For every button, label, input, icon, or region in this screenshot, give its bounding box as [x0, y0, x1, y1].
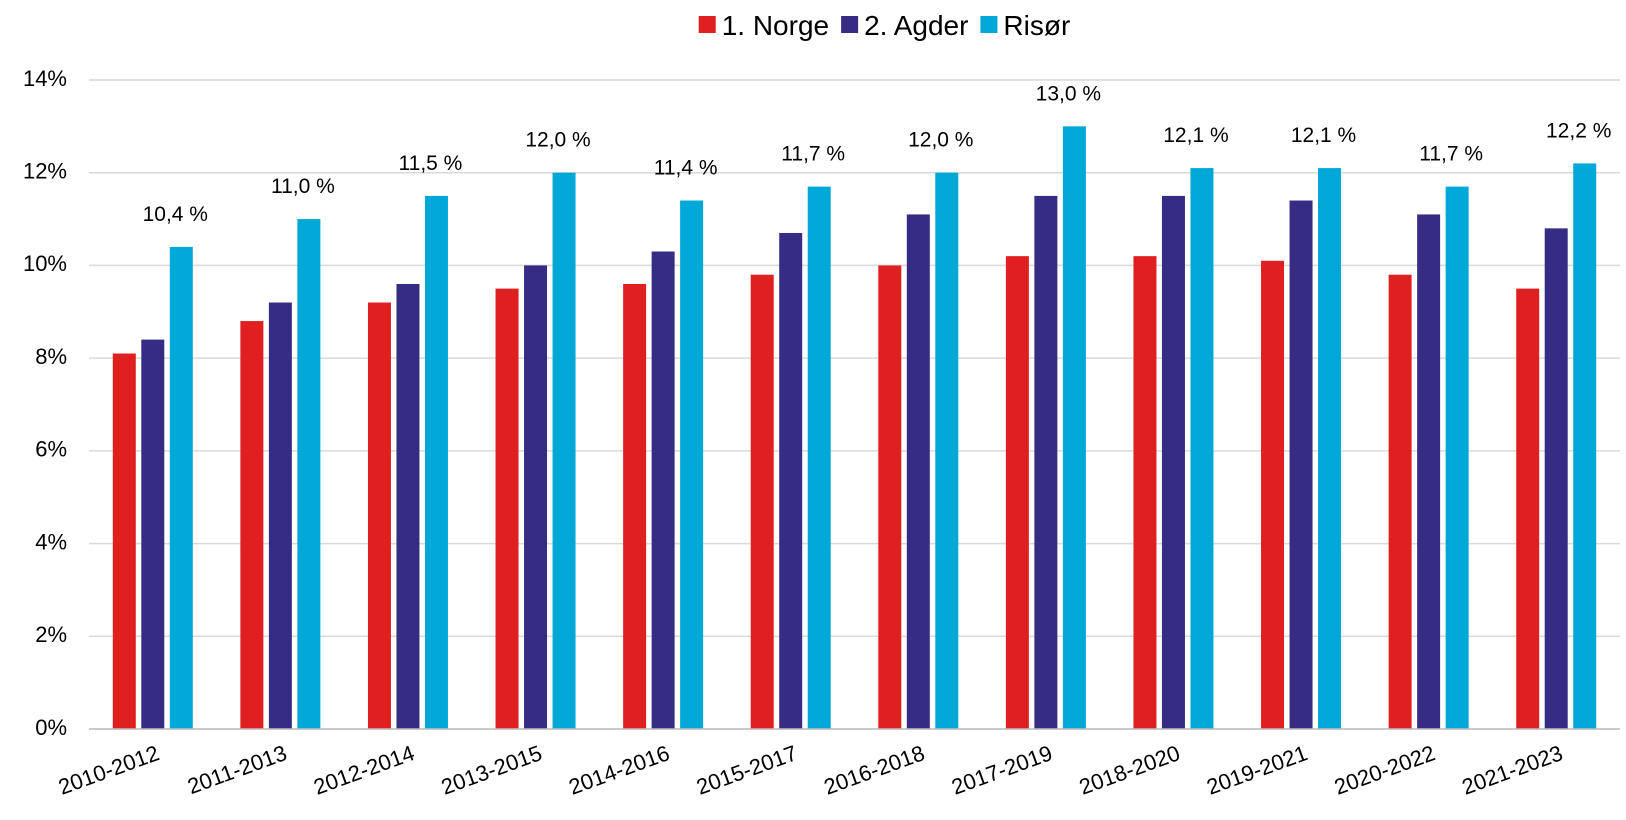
bar — [1289, 200, 1313, 729]
y-tick-label: 10% — [23, 251, 67, 276]
x-tick-label: 2011-2013 — [184, 740, 290, 799]
bar — [935, 172, 959, 729]
x-tick-label: 2017-2019 — [948, 740, 1055, 799]
bar — [268, 302, 292, 729]
y-tick-label: 8% — [35, 344, 67, 369]
bar — [1005, 256, 1029, 729]
bar — [1161, 195, 1185, 730]
bar — [906, 214, 930, 729]
legend-label: 2. Agder — [864, 10, 968, 41]
data-label: 11,4 % — [654, 157, 718, 180]
bar — [1034, 195, 1058, 730]
data-label: 11,5 % — [399, 152, 463, 175]
legend-label: Risør — [1003, 10, 1070, 41]
bar — [750, 274, 774, 729]
x-tick-label: 2020-2022 — [1331, 740, 1438, 799]
bar — [651, 251, 675, 729]
bar — [1573, 163, 1597, 729]
bar — [623, 283, 647, 729]
bar — [1062, 126, 1086, 730]
bar — [396, 283, 420, 729]
bar — [1544, 228, 1568, 730]
x-tick-label: 2018-2020 — [1076, 740, 1183, 799]
bar — [424, 195, 448, 730]
y-tick-label: 6% — [35, 437, 67, 462]
x-tick-label: 2019-2021 — [1203, 740, 1310, 799]
bar — [1133, 256, 1157, 729]
bar — [779, 232, 803, 729]
data-label: 10,4 % — [143, 203, 208, 226]
y-tick-label: 0% — [35, 715, 67, 740]
bar — [112, 353, 136, 729]
bar — [297, 219, 321, 730]
bar — [240, 321, 264, 729]
bar — [1261, 260, 1285, 729]
y-tick-label: 2% — [35, 622, 67, 647]
data-label: 11,7 % — [1419, 143, 1483, 166]
data-label: 12,1 % — [1291, 124, 1356, 147]
bar — [169, 246, 193, 729]
bar — [680, 200, 704, 729]
y-tick-label: 14% — [23, 66, 67, 91]
bar — [552, 172, 576, 729]
bar — [1445, 186, 1469, 729]
legend-label: 1. Norge — [722, 10, 829, 41]
bar — [1417, 214, 1441, 729]
legend-swatch — [980, 16, 998, 33]
bar — [1318, 168, 1342, 730]
bar — [1516, 288, 1540, 729]
x-tick-label: 2013-2015 — [438, 740, 545, 799]
data-label: 11,7 % — [781, 143, 845, 166]
bar — [1190, 168, 1214, 730]
bar — [524, 265, 548, 729]
bar — [495, 288, 519, 729]
x-tick-label: 2021-2023 — [1458, 740, 1565, 799]
bar — [1388, 274, 1412, 729]
bar — [878, 265, 902, 729]
x-tick-label: 2016-2018 — [821, 740, 928, 799]
y-tick-label: 12% — [23, 159, 67, 184]
data-label: 11,0 % — [271, 175, 335, 198]
bar — [367, 302, 391, 729]
x-tick-label: 2012-2014 — [310, 740, 417, 799]
legend-swatch — [698, 16, 716, 33]
x-tick-label: 2014-2016 — [565, 740, 672, 799]
bar — [141, 339, 165, 729]
data-label: 12,0 % — [525, 129, 590, 152]
x-tick-label: 2010-2012 — [55, 740, 162, 799]
data-label: 13,0 % — [1036, 82, 1101, 105]
data-label: 12,1 % — [1163, 124, 1228, 147]
legend-swatch — [841, 16, 859, 33]
x-tick-label: 2015-2017 — [693, 740, 800, 799]
bar — [807, 186, 831, 729]
data-label: 12,2 % — [1546, 119, 1611, 142]
data-label: 12,0 % — [908, 129, 973, 152]
y-tick-label: 4% — [35, 529, 67, 554]
